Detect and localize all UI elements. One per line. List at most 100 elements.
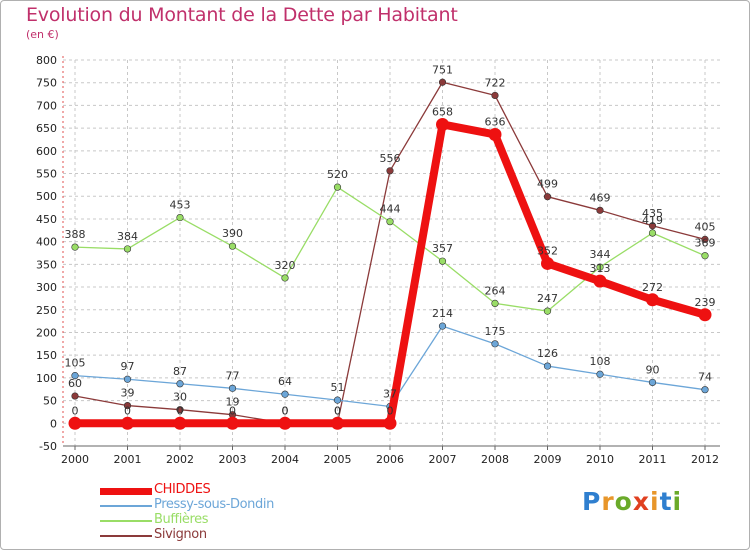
data-point	[68, 416, 82, 430]
data-label: 444	[380, 203, 401, 216]
y-tick-label: 100	[36, 372, 57, 385]
data-point	[173, 416, 187, 430]
data-point	[228, 384, 237, 392]
data-point	[701, 235, 709, 243]
data-label: 214	[432, 307, 453, 320]
logo-letter: t	[659, 487, 673, 516]
y-tick-label: -50	[39, 440, 57, 453]
legend-label: CHIDDES	[154, 482, 211, 497]
series-lines	[68, 78, 712, 430]
data-label: 64	[278, 375, 292, 388]
data-label: 0	[282, 404, 289, 417]
data-point	[121, 416, 134, 430]
data-label: 51	[331, 381, 345, 394]
data-label: 105	[65, 357, 86, 370]
x-tick-label: 2011	[639, 453, 667, 466]
data-point	[436, 117, 449, 131]
x-tick-label: 2012	[691, 453, 719, 466]
data-point	[593, 274, 607, 288]
chart-title: Evolution du Montant de la Dette par Hab…	[26, 4, 458, 26]
data-point	[438, 322, 447, 330]
data-label: 0	[72, 404, 79, 417]
data-label: 658	[432, 105, 453, 118]
data-label: 469	[590, 191, 611, 204]
x-tick-label: 2008	[481, 453, 509, 466]
data-point	[123, 245, 132, 253]
x-tick-label: 2006	[376, 453, 404, 466]
data-label: 344	[590, 248, 611, 261]
data-point	[386, 218, 394, 226]
data-point	[176, 213, 184, 222]
data-point	[543, 307, 552, 315]
data-label: 19	[226, 396, 240, 409]
data-label: 722	[485, 76, 506, 89]
data-label: 74	[698, 371, 712, 384]
data-point	[701, 252, 709, 260]
y-tick-label: 650	[36, 122, 57, 135]
x-tick-label: 2005	[324, 453, 352, 466]
logo-letter: r	[601, 487, 615, 516]
chart-unit-label: (en €)	[26, 28, 59, 41]
data-label: 384	[117, 230, 138, 243]
data-point	[491, 91, 499, 100]
y-tick-label: 800	[36, 54, 57, 67]
data-label: 405	[695, 220, 716, 233]
data-point	[648, 222, 657, 230]
data-label: 636	[485, 115, 506, 128]
data-label: 0	[282, 404, 289, 417]
data-label: 357	[432, 242, 453, 255]
data-label: 0	[229, 404, 236, 417]
data-point	[331, 416, 344, 430]
data-point	[278, 416, 292, 430]
data-point	[176, 380, 184, 388]
data-point	[648, 229, 657, 237]
data-point	[281, 274, 289, 282]
data-point	[71, 243, 79, 251]
legend-swatch	[100, 520, 152, 522]
data-point	[438, 78, 447, 86]
x-tick-label: 2003	[219, 453, 247, 466]
data-point	[491, 299, 499, 308]
logo-letter: x	[632, 487, 650, 516]
data-label: 751	[432, 63, 453, 76]
data-label: 39	[121, 387, 135, 400]
data-label: 77	[226, 369, 240, 382]
legend-swatch	[100, 505, 152, 507]
data-label: 0	[334, 404, 341, 417]
y-tick-label: 350	[36, 258, 57, 271]
data-point	[333, 396, 342, 404]
data-point	[543, 362, 552, 370]
data-label: 520	[327, 168, 348, 181]
data-label: 272	[642, 281, 663, 294]
y-axis-tick-labels: -50 0 50 100 150 200 250 300 350 400 450 500 550 600 6…	[36, 54, 57, 453]
data-label: 239	[695, 296, 716, 309]
data-label: 499	[537, 178, 558, 191]
data-label: 0	[124, 404, 131, 417]
logo-letter: i	[650, 487, 660, 516]
data-point	[541, 256, 554, 270]
y-tick-label: 600	[36, 145, 57, 158]
x-tick-label: 2004	[271, 453, 299, 466]
legend-label: Sivignon	[154, 527, 207, 542]
data-label: 313	[590, 262, 611, 275]
data-point	[228, 242, 237, 250]
y-tick-label: 500	[36, 190, 57, 203]
data-point	[596, 370, 604, 378]
data-point	[333, 183, 342, 191]
data-point	[281, 390, 289, 398]
data-point	[488, 127, 502, 141]
y-tick-label: 150	[36, 349, 57, 362]
data-point	[226, 416, 239, 430]
x-tick-label: 2001	[114, 453, 142, 466]
y-tick-label: 300	[36, 281, 57, 294]
data-label: 90	[646, 363, 660, 376]
y-tick-label: 750	[36, 77, 57, 90]
y-tick-label: 400	[36, 236, 57, 249]
data-label: 87	[173, 365, 187, 378]
data-label: 37	[383, 387, 397, 400]
data-label: 97	[121, 360, 135, 373]
legend-swatch	[100, 488, 152, 495]
x-tick-label: 2010	[586, 453, 614, 466]
x-tick-label: 2007	[429, 453, 457, 466]
